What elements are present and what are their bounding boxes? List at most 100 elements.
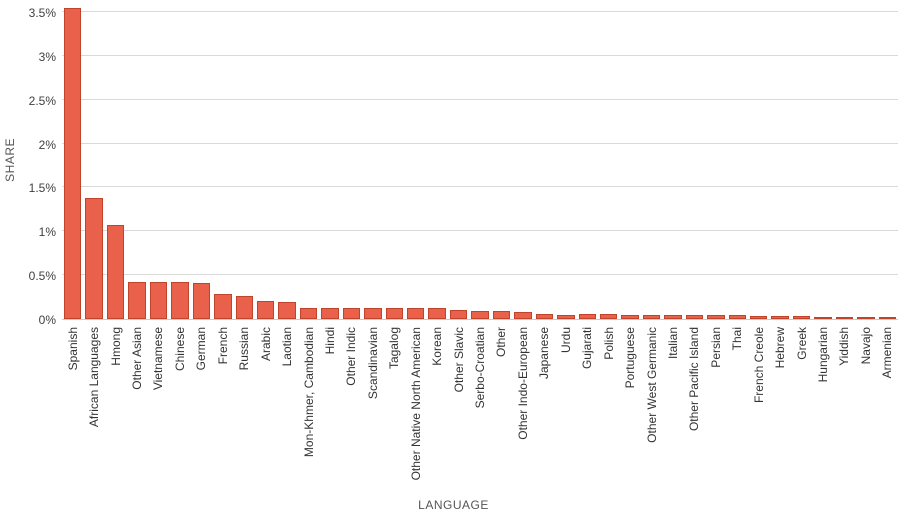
- x-tick-cell: Greek: [791, 327, 812, 487]
- x-tick-label: Greek: [794, 327, 809, 360]
- gridline: [62, 230, 898, 232]
- x-tick-cell: Other: [491, 327, 512, 487]
- bar[interactable]: [578, 314, 596, 319]
- bar[interactable]: [535, 314, 554, 319]
- bar[interactable]: [707, 315, 725, 319]
- bar[interactable]: [128, 282, 146, 319]
- bar[interactable]: [835, 317, 854, 319]
- bar[interactable]: [407, 308, 425, 319]
- x-tick-label: French: [215, 327, 230, 365]
- x-tick-label: Arabic: [258, 327, 273, 362]
- bar[interactable]: [149, 282, 168, 319]
- bar[interactable]: [599, 314, 618, 319]
- x-tick-cell: Portuguese: [619, 327, 640, 487]
- bar[interactable]: [85, 198, 103, 319]
- bar[interactable]: [256, 301, 275, 319]
- bar[interactable]: [814, 317, 832, 319]
- x-tick-cell: Other Pacific Island: [684, 327, 705, 487]
- bar-series: [62, 0, 898, 319]
- bar[interactable]: [364, 308, 382, 319]
- bar[interactable]: [557, 315, 575, 319]
- y-tick-label: 1%: [38, 225, 56, 240]
- x-tick-cell: Armenian: [877, 327, 898, 487]
- bar[interactable]: [664, 315, 682, 319]
- x-tick-label: Other Indic: [344, 327, 359, 386]
- x-tick-label: Laotian: [280, 327, 295, 367]
- bar[interactable]: [171, 282, 189, 319]
- gridline: [62, 186, 898, 188]
- gridline: [62, 98, 898, 100]
- y-tick-label: 3.5%: [28, 6, 56, 20]
- x-tick-cell: Tagalog: [384, 327, 405, 487]
- bar[interactable]: [214, 294, 232, 319]
- x-tick-label: Chinese: [172, 327, 187, 372]
- bar[interactable]: [449, 310, 468, 319]
- x-tick-cell: Vietnamese: [148, 327, 169, 487]
- bar[interactable]: [728, 315, 746, 319]
- bar[interactable]: [342, 308, 361, 319]
- x-tick-cell: Chinese: [169, 327, 190, 487]
- x-tick-cell: Spanish: [62, 327, 83, 487]
- bar[interactable]: [428, 308, 446, 319]
- x-tick-label: Hindi: [322, 327, 337, 355]
- bar[interactable]: [685, 315, 704, 319]
- x-tick-cell: Hungarian: [812, 327, 833, 487]
- gridline: [62, 274, 898, 276]
- bar[interactable]: [642, 315, 661, 319]
- x-tick-cell: Other Slavic: [448, 327, 469, 487]
- bar[interactable]: [492, 311, 511, 319]
- x-tick-cell: Persian: [705, 327, 726, 487]
- x-tick-label: African Languages: [87, 327, 102, 428]
- x-tick-cell: Other West Germanic: [641, 327, 662, 487]
- x-tick-cell: Navajo: [855, 327, 876, 487]
- gridline: [62, 54, 898, 56]
- x-tick-label: Japanese: [537, 327, 552, 380]
- bar[interactable]: [771, 316, 789, 319]
- x-tick-cell: Arabic: [255, 327, 276, 487]
- x-tick-label: Hebrew: [773, 327, 788, 369]
- bar[interactable]: [878, 317, 897, 319]
- x-tick-label: Serbo-Croatian: [473, 327, 488, 409]
- x-tick-label: Other Slavic: [451, 327, 466, 393]
- x-tick-cell: Urdu: [555, 327, 576, 487]
- bar[interactable]: [471, 311, 489, 319]
- bar[interactable]: [235, 296, 253, 319]
- bar[interactable]: [750, 316, 768, 319]
- x-tick-cell: Japanese: [534, 327, 555, 487]
- x-tick-label: Other Native North American: [408, 327, 423, 481]
- x-tick-label: Other West Germanic: [644, 327, 659, 443]
- x-tick-label: Armenian: [880, 327, 895, 379]
- x-tick-label: French Creole: [751, 327, 766, 404]
- x-axis-tick-labels: Spanish African Languages Hmong Other Asian…: [62, 327, 898, 487]
- x-tick-cell: Scandinavian: [362, 327, 383, 487]
- bar[interactable]: [192, 283, 211, 319]
- x-tick-cell: Other Indo-European: [512, 327, 533, 487]
- x-tick-cell: African Languages: [83, 327, 104, 487]
- bar[interactable]: [514, 312, 532, 319]
- x-tick-label: Vietnamese: [151, 327, 166, 391]
- x-tick-label: Navajo: [858, 327, 873, 365]
- x-tick-label: Persian: [708, 327, 723, 368]
- bar[interactable]: [64, 8, 82, 319]
- x-tick-label: German: [194, 327, 209, 371]
- y-tick-label: 0.5%: [28, 269, 56, 284]
- bar[interactable]: [792, 316, 811, 319]
- bar[interactable]: [278, 302, 296, 319]
- bar[interactable]: [857, 317, 875, 319]
- plot-area: [62, 0, 898, 320]
- bar[interactable]: [321, 308, 339, 319]
- x-tick-label: Urdu: [558, 327, 573, 354]
- x-tick-cell: Italian: [662, 327, 683, 487]
- x-tick-label: Other: [494, 327, 509, 358]
- bar[interactable]: [385, 308, 403, 319]
- x-tick-label: Hungarian: [816, 327, 831, 383]
- bar[interactable]: [106, 225, 125, 319]
- x-tick-cell: Hmong: [105, 327, 126, 487]
- bar[interactable]: [621, 315, 639, 319]
- x-tick-cell: Gujarati: [577, 327, 598, 487]
- bar[interactable]: [299, 308, 318, 319]
- x-tick-label: Polish: [601, 327, 616, 360]
- x-tick-label: Tagalog: [387, 327, 402, 370]
- x-tick-label: Italian: [665, 327, 680, 360]
